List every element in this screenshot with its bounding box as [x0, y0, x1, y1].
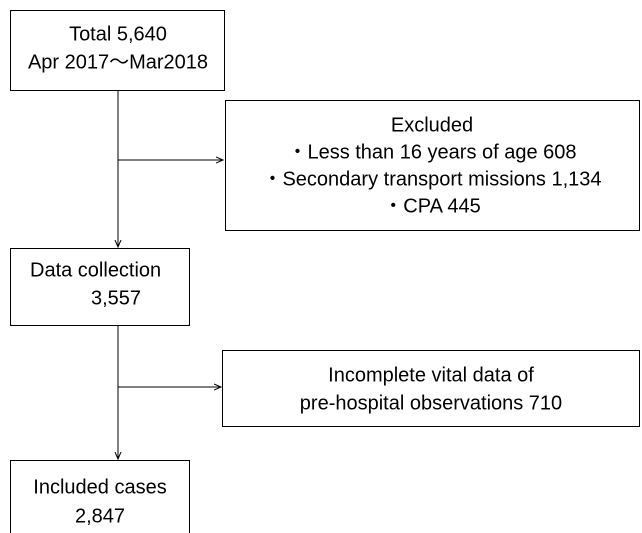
- node-box: [10, 10, 225, 91]
- node-text: Incomplete vital data of: [328, 364, 534, 386]
- node-box: [225, 100, 640, 231]
- node-text: 2,847: [75, 505, 125, 527]
- node-text: Total 5,640: [69, 23, 167, 45]
- node-box: [10, 460, 190, 533]
- node-text: Excluded: [391, 114, 473, 136]
- node-text: pre-hospital observations 710: [300, 392, 562, 414]
- node-text: ・Secondary transport missions 1,134: [262, 168, 601, 190]
- node-text: Data collection: [30, 259, 161, 281]
- node-text: ・Less than 16 years of age 608: [287, 141, 576, 163]
- node-text: ・CPA 445: [383, 195, 480, 217]
- node-box: [222, 350, 640, 427]
- node-text: Apr 2017～Mar2018: [28, 51, 208, 73]
- node-box: [10, 248, 190, 326]
- node-text: 3,557: [91, 287, 141, 309]
- node-text: Included cases: [33, 476, 166, 498]
